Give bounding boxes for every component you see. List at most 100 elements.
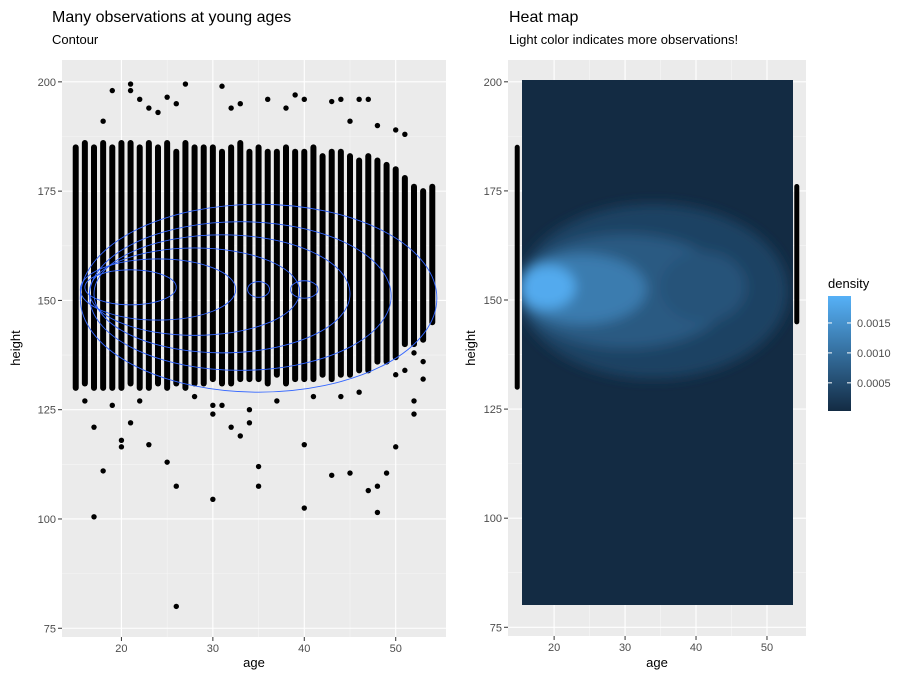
outlier-point xyxy=(365,487,371,494)
outlier-point xyxy=(420,376,426,382)
outlier-point xyxy=(109,402,115,409)
outlier-point xyxy=(91,424,97,430)
outlier-point xyxy=(393,372,399,378)
density-contour-line xyxy=(84,269,177,306)
outlier-point xyxy=(301,441,307,448)
density-contour-line xyxy=(88,221,392,371)
legend-tick-label: 0.0005 xyxy=(857,378,891,390)
outlier-point xyxy=(274,398,280,404)
outlier-point xyxy=(265,96,271,103)
outlier-point xyxy=(255,483,262,489)
outlier-point xyxy=(374,483,381,489)
outlier-point xyxy=(237,101,243,107)
outlier-point xyxy=(155,109,161,116)
heatmap-panel-subtitle: Light color indicates more observations! xyxy=(509,32,738,47)
y-tick-label: 175 xyxy=(484,186,502,198)
density-contour-line xyxy=(290,280,319,299)
outlier-point xyxy=(210,496,216,503)
outlier-point xyxy=(237,433,243,439)
outlier-point xyxy=(301,505,307,511)
outlier-point xyxy=(374,122,381,129)
legend-colorbar xyxy=(828,296,851,411)
outlier-point xyxy=(411,350,417,356)
outlier-point xyxy=(301,96,307,103)
outlier-point xyxy=(347,470,353,476)
density-glow xyxy=(522,265,576,309)
outlier-point xyxy=(347,118,353,124)
density-contours xyxy=(79,203,438,393)
heatmap-density-blobs xyxy=(522,204,789,379)
outlier-point xyxy=(182,81,189,87)
outlier-point xyxy=(118,437,125,443)
outlier-point xyxy=(338,393,344,400)
outlier-point xyxy=(402,367,408,374)
heatmap-y-axis-label: height xyxy=(463,330,478,366)
x-tick-label: 40 xyxy=(690,642,702,654)
outlier-point xyxy=(137,96,143,103)
contour-panel: Many observations at young ages Contour … xyxy=(8,9,446,670)
outlier-point xyxy=(393,444,399,450)
outlier-point xyxy=(127,81,134,87)
outlier-point xyxy=(365,96,371,103)
outlier-point xyxy=(173,101,179,107)
outlier-point xyxy=(137,398,143,404)
contour-plot-background xyxy=(62,60,446,637)
outlier-point xyxy=(228,424,234,430)
outlier-point xyxy=(219,402,225,409)
contour-x-axis: 20 30 40 50 xyxy=(115,637,402,655)
y-tick-label: 125 xyxy=(484,404,502,416)
outlier-point xyxy=(356,96,362,103)
outlier-point xyxy=(164,94,170,100)
outlier-point xyxy=(374,509,381,516)
heatmap-y-axis: 75 100 125 150 175 200 xyxy=(484,77,508,634)
heatmap-edge-points xyxy=(514,144,800,390)
outlier-point xyxy=(411,398,417,404)
x-tick-label: 20 xyxy=(548,642,560,654)
outlier-point xyxy=(246,406,253,413)
outlier-point xyxy=(210,402,216,409)
y-tick-label: 100 xyxy=(38,514,56,526)
outlier-point xyxy=(329,472,335,478)
y-tick-label: 100 xyxy=(484,513,502,525)
y-tick-label: 175 xyxy=(38,186,56,198)
heatmap-x-axis-label: age xyxy=(646,655,668,670)
outlier-points xyxy=(82,81,426,610)
legend-ticks: 0.0005 0.0010 0.0015 xyxy=(828,318,891,390)
outlier-point xyxy=(127,87,134,94)
outlier-point xyxy=(393,127,399,133)
outlier-point xyxy=(173,603,179,610)
outlier-point xyxy=(356,389,362,395)
outlier-point xyxy=(338,96,344,103)
x-tick-label: 30 xyxy=(619,642,631,654)
outlier-point xyxy=(402,131,408,138)
outlier-point xyxy=(283,105,289,111)
y-tick-label: 150 xyxy=(484,295,502,307)
outlier-point xyxy=(191,393,198,400)
outlier-point xyxy=(420,358,426,365)
heatmap-panel: Heat map Light color indicates more obse… xyxy=(463,9,806,670)
outlier-point xyxy=(118,444,125,450)
heatmap-panel-title: Heat map xyxy=(509,9,578,26)
outlier-point xyxy=(173,483,179,489)
x-tick-label: 50 xyxy=(761,642,773,654)
y-tick-label: 125 xyxy=(38,405,56,417)
contour-y-axis-label: height xyxy=(8,330,23,366)
outlier-point xyxy=(383,470,390,476)
contour-x-axis-label: age xyxy=(243,655,265,670)
outlier-point xyxy=(255,463,262,470)
legend-tick-label: 0.0015 xyxy=(857,318,891,330)
outlier-point xyxy=(91,514,97,520)
outlier-point xyxy=(246,420,253,426)
x-tick-label: 30 xyxy=(207,643,219,655)
outlier-point xyxy=(310,393,317,400)
outlier-point xyxy=(127,420,134,426)
outlier-point xyxy=(82,398,88,404)
legend-tick-label: 0.0010 xyxy=(857,348,891,360)
outlier-point xyxy=(109,87,115,94)
contour-panel-subtitle: Contour xyxy=(52,32,99,47)
outlier-point xyxy=(146,441,152,448)
outlier-point xyxy=(100,118,106,124)
x-tick-label: 40 xyxy=(298,643,310,655)
density-contour-line xyxy=(93,234,351,354)
